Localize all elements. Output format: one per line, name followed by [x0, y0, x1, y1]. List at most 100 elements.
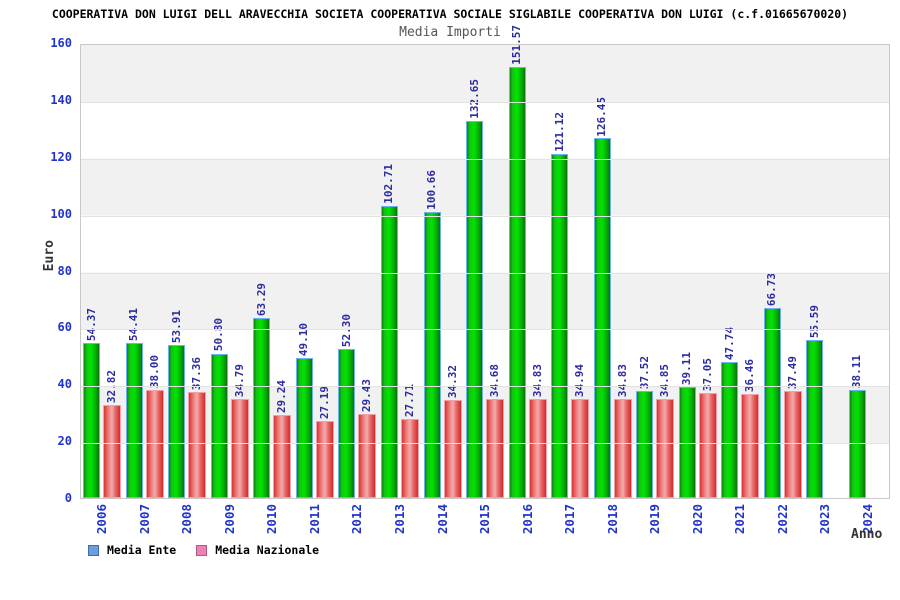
- bar-media-ente: 121.12: [551, 112, 569, 498]
- bar-media-nazionale: 37.36: [188, 357, 207, 498]
- gridline: [81, 386, 889, 388]
- bar-value-label: 29.24: [275, 379, 289, 413]
- bar-media-nazionale: 29.24: [273, 380, 292, 498]
- bar-media-ente: 39.11: [678, 352, 696, 498]
- bar-media-ente: 126.45: [593, 97, 611, 498]
- bar-media-ente: 53.91: [168, 310, 186, 498]
- y-axis-tick-label: 140: [50, 92, 72, 107]
- x-axis-year-label: 2006: [94, 504, 110, 535]
- bar-value-label: 63.29: [254, 282, 268, 317]
- bar-group: 100.66 34.32 2014: [421, 45, 464, 534]
- bar-group: 55.59 2023: [804, 45, 847, 534]
- bar-value-label: 52.30: [339, 314, 353, 348]
- bar-group: 38.11 2024: [847, 45, 890, 534]
- bar-value-label: 34.83: [530, 363, 544, 397]
- x-axis-year-label: 2012: [349, 504, 365, 535]
- bar-value-label: 37.52: [637, 356, 651, 390]
- bar-group: 132.65 34.68 2015: [464, 45, 507, 534]
- bar-media-ente: 54.37: [83, 308, 101, 498]
- y-axis-tick-label: 40: [57, 377, 72, 392]
- x-axis-year-label: 2020: [689, 504, 705, 535]
- y-axis-tick-label: 60: [57, 320, 72, 335]
- bar-value-label: 100.66: [425, 170, 439, 210]
- x-axis-year-label: 2007: [136, 504, 152, 535]
- bar-media-nazionale: 32.82: [103, 370, 122, 498]
- bar-value-label: 37.49: [785, 356, 799, 390]
- x-axis-year-label: 2021: [732, 504, 748, 535]
- bar-group: 47.74 36.46 2021: [719, 45, 762, 534]
- bar-value-label: 54.41: [127, 308, 141, 342]
- bar-value-label: 36.46: [743, 359, 757, 393]
- gridline: [81, 272, 889, 274]
- legend: Media Ente Media Nazionale: [88, 543, 339, 557]
- gridline: [81, 158, 889, 160]
- bar-media-nazionale: 37.49: [783, 356, 802, 498]
- bar-media-ente: 49.10: [295, 323, 313, 498]
- bar-value-label: 34.94: [573, 363, 587, 397]
- gridline: [81, 101, 889, 103]
- bar-media-nazionale: 34.83: [528, 364, 547, 498]
- bar-value-label: 55.59: [807, 304, 821, 338]
- bar-value-label: 27.71: [402, 384, 416, 418]
- bar-media-nazionale: 37.05: [698, 358, 717, 498]
- legend-item-media-ente: Media Ente: [88, 543, 176, 557]
- bar-media-nazionale: 34.68: [486, 364, 505, 498]
- bar-media-ente: 55.59: [806, 305, 824, 498]
- bar-value-label: 38.00: [147, 354, 161, 388]
- bar-value-label: 38.11: [850, 354, 864, 388]
- legend-swatch-media-ente-icon: [88, 544, 99, 556]
- y-axis-tick-label: 160: [50, 36, 72, 50]
- bar-media-ente: 151.57: [508, 25, 526, 498]
- x-axis-year-label: 2019: [647, 504, 663, 535]
- bar-value-label: 49.10: [297, 323, 311, 357]
- bar-group: 121.12 34.94 2017: [549, 45, 592, 534]
- bar-media-nazionale: 34.83: [613, 364, 632, 498]
- gridline: [81, 443, 889, 445]
- y-axis-tick-label: 0: [64, 491, 72, 505]
- x-axis-year-label: 2018: [604, 504, 620, 535]
- bar-group: 53.91 37.36 2008: [166, 45, 209, 534]
- x-axis-title: Anno: [851, 527, 883, 542]
- bar-value-label: 39.11: [680, 351, 694, 385]
- bar-value-label: 102.71: [382, 164, 396, 204]
- bar-value-label: 34.85: [658, 363, 672, 397]
- bar-value-label: 47.74: [722, 327, 736, 361]
- x-axis-year-label: 2011: [306, 504, 322, 535]
- y-axis-tick-label: 100: [50, 206, 72, 221]
- bar-media-nazionale: 34.79: [230, 364, 249, 498]
- bar-value-label: 132.65: [467, 79, 481, 119]
- bar-media-nazionale: 34.32: [443, 365, 462, 498]
- y-axis-tick-label: 80: [57, 263, 72, 278]
- bar-media-nazionale: 34.94: [571, 364, 590, 498]
- x-axis-year-label: 2013: [391, 504, 407, 535]
- bar-media-nazionale: 34.85: [656, 364, 675, 498]
- x-axis-year-label: 2016: [519, 504, 535, 535]
- bar-group: 49.10 27.19 2011: [294, 45, 337, 534]
- bar-value-label: 151.57: [510, 25, 524, 65]
- bar-group: 102.71 27.71 2013: [379, 45, 422, 534]
- x-axis-year-label: 2014: [434, 504, 450, 535]
- gridline: [81, 215, 889, 217]
- x-axis-year-label: 2010: [264, 504, 280, 535]
- bar-media-ente: 63.29: [253, 283, 271, 498]
- bar-media-ente: 66.73: [763, 273, 781, 498]
- legend-swatch-media-nazionale-icon: [196, 544, 208, 556]
- y-axis-tick-label: 20: [57, 434, 72, 449]
- y-axis-tick-label: 120: [50, 149, 72, 164]
- bar-value-label: 34.32: [445, 365, 459, 399]
- bar-media-nazionale: 36.46: [741, 359, 760, 498]
- bar-value-label: 66.73: [765, 273, 779, 307]
- bar-media-ente: 132.65: [466, 79, 484, 498]
- legend-item-media-nazionale: Media Nazionale: [196, 543, 319, 557]
- bar-media-ente: 100.66: [423, 170, 441, 498]
- bar-media-ente: 102.71: [380, 164, 398, 498]
- x-axis-year-label: 2009: [221, 504, 237, 535]
- bar-media-ente: 47.74: [721, 327, 739, 498]
- gridline: [81, 329, 889, 331]
- bar-group: 52.30 29.43 2012: [336, 45, 379, 534]
- bar-value-label: 37.36: [190, 356, 204, 390]
- bar-value-label: 34.79: [232, 363, 246, 398]
- bar-group: 151.57 34.83 2016: [506, 25, 549, 534]
- x-axis-year-label: 2015: [477, 504, 493, 535]
